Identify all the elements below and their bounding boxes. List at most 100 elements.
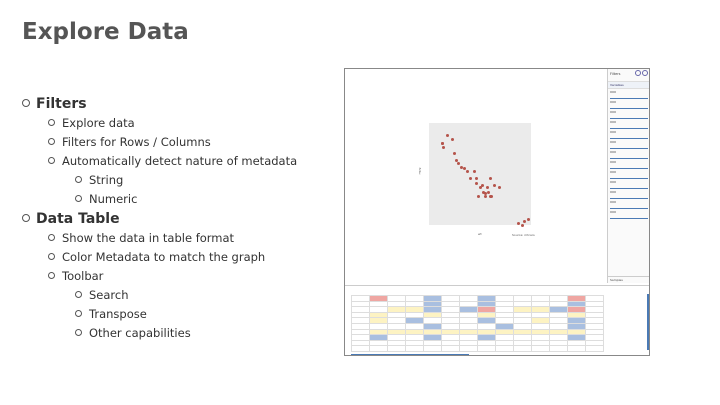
bullet-level-3: Other capabilities	[22, 324, 332, 343]
filter-slider[interactable]	[610, 170, 648, 179]
plot-caption: Source: mtcars	[512, 233, 535, 237]
table-row	[351, 339, 604, 347]
bullet-text: Show the data in table format	[62, 231, 235, 245]
table-row	[351, 345, 604, 352]
table-cell[interactable]	[585, 334, 604, 341]
scatter-point	[523, 220, 526, 224]
filter-slider[interactable]	[610, 120, 648, 129]
bullet-level-3: String	[22, 171, 332, 190]
scatter-point	[484, 195, 487, 198]
scatter-point	[469, 177, 472, 180]
filter-slider[interactable]	[610, 210, 648, 219]
filter-slider[interactable]	[610, 100, 648, 109]
scatter-point	[482, 190, 485, 194]
bullet-level-2: Filters for Rows / Columns	[22, 133, 332, 152]
slide-title: Explore Data	[22, 19, 189, 45]
data-table-panel	[345, 285, 649, 355]
filter-slider[interactable]	[610, 200, 648, 209]
filter-controls	[608, 90, 649, 219]
scatter-point	[451, 138, 454, 142]
scatter-point	[475, 182, 478, 186]
table-row	[351, 334, 604, 341]
bullet-text: Numeric	[89, 192, 138, 206]
bullet-marker-icon	[48, 157, 55, 164]
bullet-level-2: Toolbar	[22, 267, 332, 286]
table-row	[351, 323, 604, 330]
filter-slider[interactable]	[610, 160, 648, 169]
bullet-marker-icon	[75, 329, 82, 336]
bullet-level-3: Transpose	[22, 305, 332, 324]
sidebar-section-samples[interactable]: Samples	[608, 276, 649, 283]
table-cell[interactable]	[351, 345, 370, 352]
table-cell[interactable]	[585, 300, 604, 308]
table-cell[interactable]	[585, 345, 604, 352]
data-table	[351, 295, 604, 352]
table-cell[interactable]	[387, 345, 406, 352]
scatter-point	[487, 191, 490, 195]
vertical-scrollbar[interactable]	[647, 294, 649, 350]
table-cell[interactable]	[369, 345, 388, 352]
filter-slider[interactable]	[610, 130, 648, 139]
scatter-point	[455, 159, 458, 162]
scatter-point	[466, 169, 469, 173]
filter-sidebar: Filters Variables Samples	[607, 69, 649, 283]
bullet-marker-icon	[75, 195, 82, 202]
filter-slider[interactable]	[610, 110, 648, 119]
table-cell[interactable]	[585, 295, 604, 302]
bullet-text: Filters	[36, 96, 87, 112]
bullet-level-1: Data Table	[22, 210, 332, 229]
table-cell[interactable]	[441, 345, 460, 352]
bullet-list: Filters Explore data Filters for Rows / Co…	[22, 94, 332, 343]
scatter-point	[486, 186, 489, 189]
filter-slider[interactable]	[610, 150, 648, 159]
bullet-text: Automatically detect nature of metadata	[62, 154, 298, 168]
app-screenshot: mpg wt Source: mtcars Filters Variables …	[344, 68, 650, 356]
x-axis-label: wt	[478, 232, 482, 236]
table-cell[interactable]	[405, 345, 424, 352]
scatter-point	[446, 133, 449, 137]
filter-slider[interactable]	[610, 90, 648, 99]
table-cell[interactable]	[585, 311, 604, 319]
bullet-text: Transpose	[89, 307, 147, 321]
horizontal-scrollbar[interactable]	[351, 354, 469, 355]
scatter-point	[498, 186, 501, 189]
table-cell[interactable]	[549, 345, 568, 352]
filter-slider[interactable]	[610, 190, 648, 199]
table-cell[interactable]	[423, 345, 442, 352]
table-row	[351, 311, 604, 319]
table-row	[351, 295, 604, 302]
sidebar-section-variables[interactable]: Variables	[608, 82, 649, 89]
table-cell[interactable]	[567, 345, 586, 352]
table-cell[interactable]	[585, 317, 604, 324]
bullet-marker-icon	[48, 138, 55, 145]
plot-panel: mpg wt Source: mtcars	[345, 69, 605, 283]
scatter-point	[490, 195, 493, 198]
bullet-marker-icon	[75, 176, 82, 183]
bullet-level-3: Search	[22, 286, 332, 305]
scatter-point	[479, 186, 482, 189]
bullet-level-2: Explore data	[22, 114, 332, 133]
table-cell[interactable]	[531, 345, 550, 352]
table-cell[interactable]	[585, 339, 604, 347]
table-row	[351, 328, 604, 336]
bullet-text: Search	[89, 288, 129, 302]
scatter-point	[475, 177, 478, 180]
filter-slider[interactable]	[610, 140, 648, 149]
table-cell[interactable]	[585, 328, 604, 336]
scatter-point	[489, 177, 492, 180]
filter-icon[interactable]	[635, 70, 641, 76]
filter-slider[interactable]	[610, 180, 648, 189]
bullet-level-2: Automatically detect nature of metadata	[22, 152, 332, 171]
table-cell[interactable]	[477, 345, 496, 352]
scatter-point	[473, 169, 476, 173]
settings-icon[interactable]	[642, 70, 648, 76]
table-cell[interactable]	[585, 306, 604, 313]
scatter-point	[527, 217, 530, 221]
table-cell[interactable]	[459, 345, 478, 352]
table-row	[351, 317, 604, 324]
table-cell[interactable]	[585, 323, 604, 330]
table-cell[interactable]	[495, 345, 514, 352]
scatter-point	[460, 166, 463, 170]
table-cell[interactable]	[513, 345, 532, 352]
scatter-point	[453, 151, 456, 155]
